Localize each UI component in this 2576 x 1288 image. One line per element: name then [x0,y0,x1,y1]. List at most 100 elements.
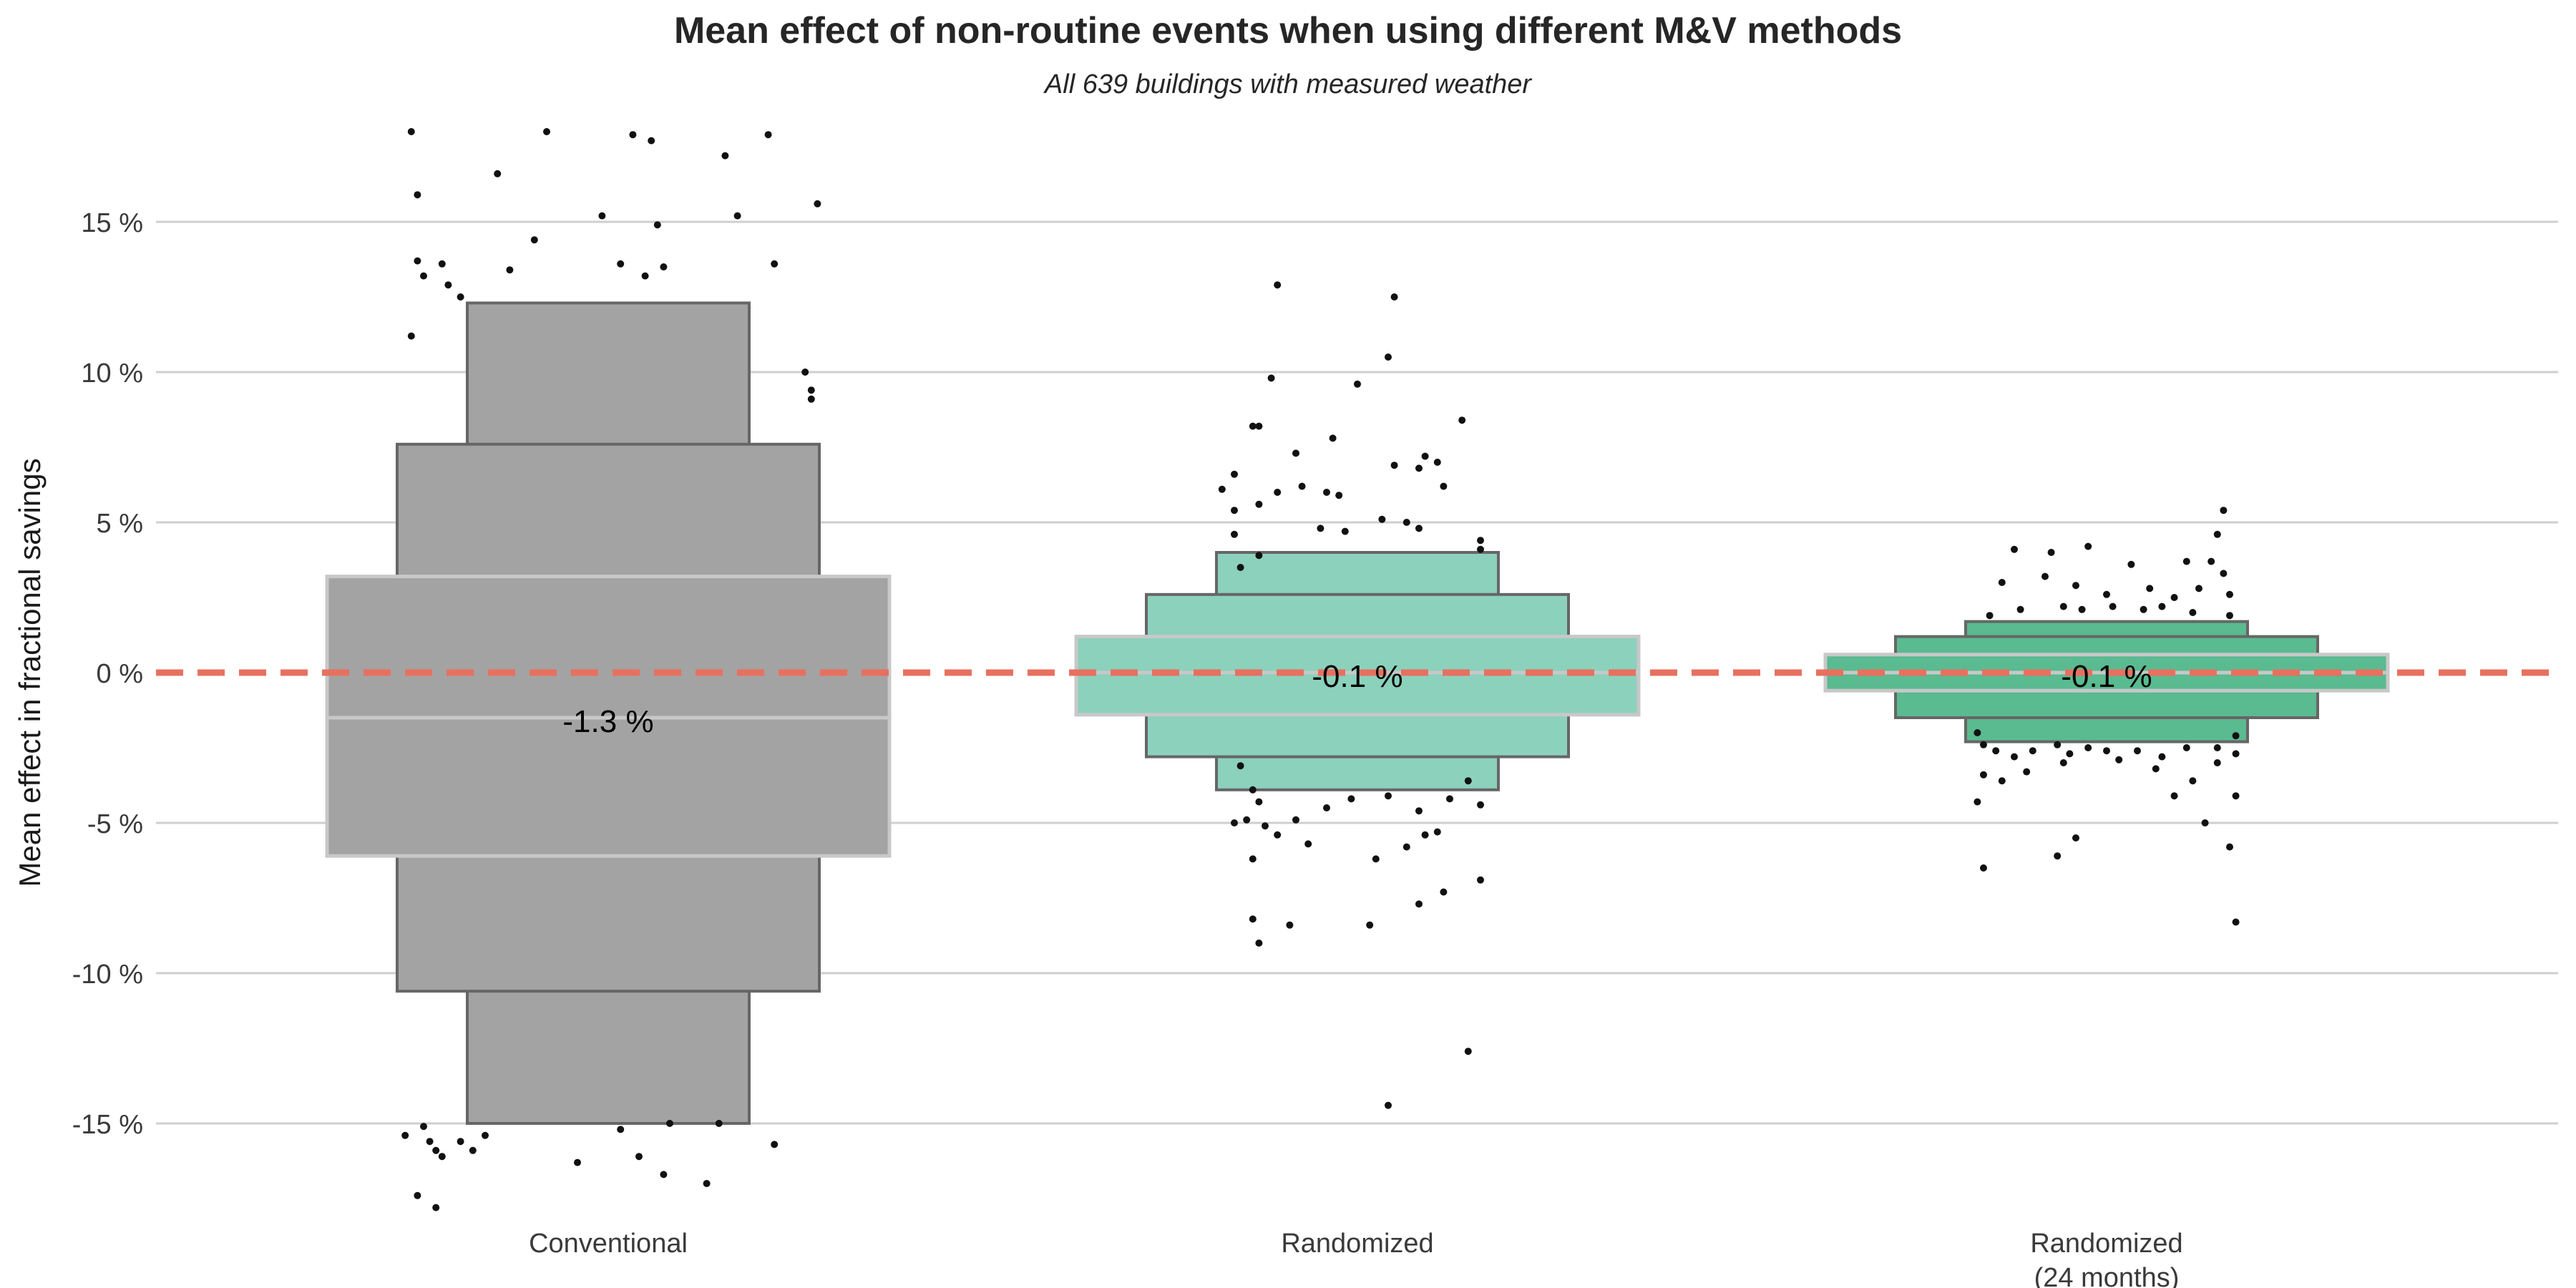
outlier-point [2072,582,2079,590]
outlier-point [1236,564,1244,571]
outlier-point [1390,293,1398,301]
outlier-point [420,272,427,280]
y-tick-label: 15 % [81,208,143,238]
outlier-point [2158,602,2166,610]
outlier-point [1998,777,2006,785]
outlier-point [648,137,655,145]
outlier-point [1378,515,1386,523]
y-tick-label: -10 % [72,960,143,990]
outlier-point [506,266,514,274]
outlier-point [1255,940,1263,947]
outlier-point [1415,900,1423,908]
outlier-point [2170,792,2178,800]
outlier-point [2084,542,2092,550]
outlier-point [1341,527,1349,535]
outlier-point [2232,792,2240,800]
outlier-point [2011,753,2018,761]
outlier-point [771,260,779,268]
outlier-point [1218,485,1226,493]
outlier-point [629,131,637,139]
outlier-point [764,131,772,139]
outlier-point [653,221,661,229]
outlier-point [2103,590,2110,598]
outlier-point [1274,831,1282,839]
outlier-point [2152,765,2160,773]
outlier-point [641,272,649,280]
outlier-point [1329,434,1337,442]
outlier-point [1267,374,1275,382]
outlier-point [2213,759,2221,766]
outlier-point [1347,795,1355,803]
outlier-point [1323,804,1330,811]
outlier-point [1298,482,1306,490]
outlier-point [1249,855,1257,863]
outlier-point [469,1146,477,1154]
outlier-point [407,332,415,340]
outlier-point [401,1131,409,1139]
outlier-point [1974,729,1981,736]
outlier-point [2023,768,2031,776]
outlier-point [1372,855,1380,863]
boxen-0 [325,301,892,1125]
y-tick-label: 5 % [97,509,143,539]
outlier-point [494,170,502,177]
outlier-point [2134,747,2141,755]
y-tick-label: -15 % [72,1110,143,1140]
outlier-point [1415,807,1423,815]
outlier-point [1354,380,1361,388]
outlier-point [660,1171,668,1179]
outlier-point [703,1180,711,1187]
outlier-point [2232,750,2240,758]
outlier-point [2103,747,2110,755]
median-labels: -1.3 % -0.1 % -0.1 % [562,659,2152,739]
outlier-point [1421,452,1429,460]
outlier-point [1231,530,1238,538]
outlier-point [2220,507,2228,514]
outlier-point [1385,353,1392,361]
outlier-point [2182,557,2190,565]
outlier-point [715,1120,723,1127]
outlier-point [2127,560,2135,568]
outlier-point [1249,422,1257,430]
outlier-point [2054,741,2062,748]
y-tick-label: 10 % [81,358,143,389]
outlier-point [1255,500,1263,508]
outlier-point [530,236,538,244]
outlier-point [2078,605,2086,613]
outlier-point [1249,786,1257,794]
outlier-point [1415,525,1423,532]
outlier-point [1274,281,1282,289]
outlier-point [807,386,815,394]
outlier-point [2115,756,2123,763]
outlier-point [1433,828,1441,836]
outlier-point [617,260,625,268]
chart-title: Mean effect of non-routine events when u… [674,10,1902,52]
outlier-point [2207,557,2215,565]
outlier-point [1421,831,1429,839]
y-tick-label: 0 % [97,659,143,689]
outlier-point [635,1153,643,1161]
median-label: -0.1 % [1312,659,1402,694]
y-axis-ticks: 15 % 10 % 5 % 0 % -5 % -10 % -15 % [72,208,143,1140]
outlier-point [414,257,421,265]
y-tick-label: -5 % [87,809,143,839]
outlier-point [733,212,741,220]
outlier-point [1986,612,1994,620]
outlier-point [1440,888,1448,896]
outlier-point [1980,864,1987,872]
outlier-point [1980,771,1987,779]
outlier-point [407,128,415,135]
outlier-point [2220,570,2228,577]
outlier-point [814,200,821,208]
outlier-point [2189,777,2197,785]
outlier-point [1255,798,1263,806]
outlier-point [2232,918,2240,926]
outlier-point [2232,732,2240,740]
outlier-point [2182,744,2190,751]
outlier-point [1366,921,1374,929]
outlier-point [1477,801,1484,809]
outlier-point [771,1141,779,1148]
outlier-point [660,263,668,270]
outlier-point [2016,605,2024,613]
outlier-point [1292,449,1299,457]
